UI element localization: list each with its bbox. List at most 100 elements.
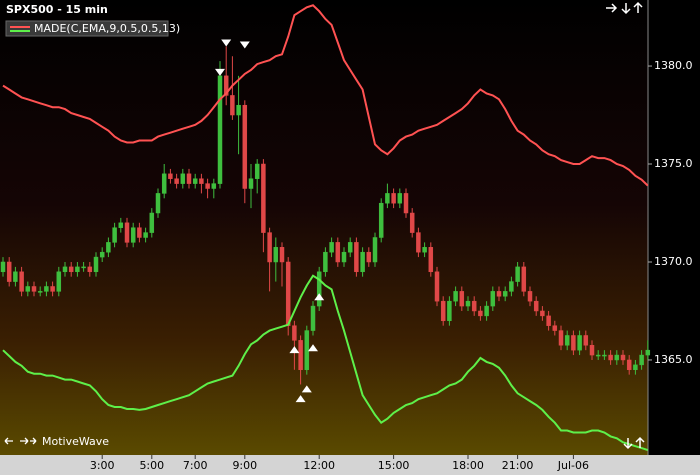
candle-body (143, 232, 148, 238)
candle-body (316, 271, 322, 307)
candle-body (106, 242, 111, 253)
candle-body (478, 310, 483, 317)
candle-body (217, 75, 223, 184)
candle-body (292, 325, 297, 341)
candle-body (515, 266, 520, 282)
candle-body (378, 202, 384, 238)
candle-body (50, 286, 55, 292)
candle-body (453, 291, 458, 302)
candle-body (19, 271, 24, 292)
candle-body (56, 271, 62, 292)
upper-band (2, 4, 649, 187)
nav-arrows[interactable] (606, 1, 645, 450)
plot-background (0, 0, 648, 455)
candle-body (186, 173, 192, 184)
candle-body (323, 251, 328, 273)
chart-title: SPX500 - 15 min (6, 3, 108, 16)
candle-body (564, 335, 570, 346)
candle-body (118, 222, 124, 228)
candle-body (112, 227, 117, 243)
time-axis (0, 455, 700, 475)
candle-body (6, 261, 12, 282)
candle-body (137, 227, 142, 238)
candle-body (0, 261, 6, 273)
candle-body (440, 300, 446, 322)
candle-body (372, 237, 378, 263)
candle-body (589, 345, 595, 356)
candle-body (99, 251, 105, 258)
signal-marker (301, 385, 312, 393)
candle-body (397, 193, 403, 204)
candle-body (459, 291, 465, 307)
candle-body (310, 305, 316, 331)
candle-body (93, 256, 99, 273)
candle-body (552, 325, 558, 331)
candle-body (304, 330, 310, 371)
price-axis (648, 0, 700, 475)
signal-marker (314, 293, 325, 301)
candle-body (248, 178, 254, 189)
candle-body (471, 300, 477, 312)
candle-body (583, 335, 589, 346)
legend-box (5, 20, 169, 37)
candle-body (633, 364, 638, 371)
candle-body (13, 271, 18, 282)
candle-body (285, 261, 291, 326)
candle-body (273, 247, 279, 263)
candle-body (267, 232, 272, 263)
candle-body (192, 178, 198, 184)
x-tick-label: 3:00 (90, 459, 115, 472)
candle-body (496, 291, 502, 297)
legend-label: MADE(C,EMA,9,0.5,0.5,13) (34, 22, 180, 35)
candle-body (149, 212, 155, 233)
candle-body (211, 183, 217, 189)
candle-body (422, 247, 427, 253)
candle-body (465, 300, 471, 307)
candle-body (329, 242, 334, 253)
candle-body (527, 291, 533, 302)
candle-body (391, 193, 396, 204)
candle-body (521, 266, 527, 292)
candle-body (409, 212, 415, 233)
signal-marker (215, 68, 225, 76)
candle-body (161, 173, 167, 194)
candle-body (341, 251, 347, 263)
candle-body (199, 178, 204, 184)
scroll-arrows[interactable] (4, 437, 37, 445)
candle-body (174, 178, 179, 184)
candle-body (626, 359, 632, 371)
candle-body (25, 286, 31, 292)
candle-body (577, 335, 582, 351)
brand-label: MotiveWave (42, 435, 109, 448)
signal-marker (289, 346, 300, 354)
candle-body (403, 193, 409, 214)
candle-body (484, 305, 489, 317)
candle-body (366, 251, 372, 263)
candle-body (490, 291, 496, 307)
signal-marker (221, 39, 232, 47)
y-tick-label: 1375.0 (654, 157, 693, 170)
y-tick-label: 1380.0 (654, 59, 693, 72)
candle-body (223, 75, 229, 96)
candle-body (130, 227, 136, 243)
candle-body (242, 104, 248, 189)
candle-body (347, 242, 353, 253)
candle-body (335, 242, 341, 263)
candle-body (205, 183, 210, 189)
candle-body (155, 193, 161, 214)
candle-body (546, 315, 551, 326)
candle-body (31, 286, 37, 292)
x-tick-label: 15:00 (378, 459, 410, 472)
candle-body (614, 354, 620, 361)
signal-marker (308, 344, 318, 352)
candle-body (571, 335, 576, 351)
x-tick-label: 12:00 (303, 459, 335, 472)
candle-body (434, 271, 440, 302)
candle-body (533, 300, 539, 312)
candle-body (360, 251, 365, 273)
candle-body (416, 232, 421, 253)
candle-body (447, 300, 452, 322)
candle-body (68, 266, 74, 273)
candle-body (168, 173, 173, 179)
